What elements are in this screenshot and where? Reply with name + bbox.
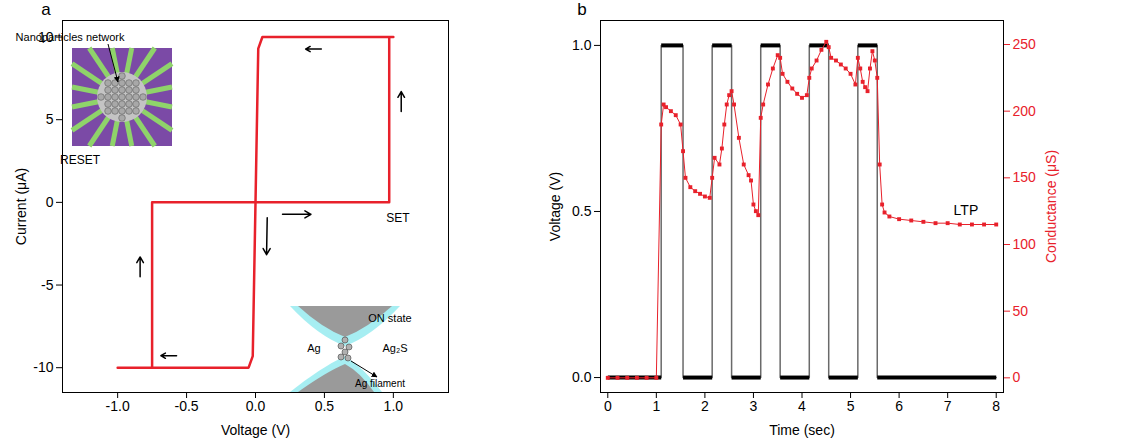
svg-text:-1.0: -1.0 [106,398,130,414]
svg-text:3: 3 [750,398,758,414]
svg-text:7: 7 [944,398,952,414]
svg-text:a: a [41,0,51,19]
svg-text:5: 5 [847,398,855,414]
svg-text:250: 250 [1013,36,1037,52]
svg-text:1.0: 1.0 [384,398,404,414]
svg-text:Conductance (μS): Conductance (μS) [1043,150,1059,263]
svg-text:Voltage (V): Voltage (V) [221,422,290,438]
svg-text:0.5: 0.5 [315,398,335,414]
svg-text:0: 0 [1013,369,1021,385]
svg-text:8: 8 [992,398,1000,414]
svg-text:0: 0 [604,398,612,414]
svg-text:ON state: ON state [368,312,411,324]
svg-text:6: 6 [895,398,903,414]
svg-text:0.0: 0.0 [572,369,592,385]
svg-text:-10: -10 [33,359,53,375]
svg-text:-5: -5 [41,277,54,293]
svg-text:Nanoparticles network: Nanoparticles network [16,31,125,43]
svg-text:Ag₂S: Ag₂S [382,342,407,354]
svg-text:100: 100 [1013,236,1037,252]
svg-text:Current (μA): Current (μA) [13,168,29,245]
svg-text:SET: SET [386,211,410,225]
svg-text:200: 200 [1013,103,1037,119]
svg-text:LTP: LTP [954,202,979,218]
svg-text:Ag: Ag [307,342,320,354]
svg-text:b: b [577,0,586,19]
svg-text:Ag filament: Ag filament [355,378,405,389]
svg-text:1: 1 [652,398,660,414]
svg-text:2: 2 [701,398,709,414]
svg-text:0: 0 [46,194,54,210]
svg-text:50: 50 [1013,303,1029,319]
svg-text:0.5: 0.5 [572,203,592,219]
svg-text:RESET: RESET [60,153,101,167]
svg-text:1.0: 1.0 [572,37,592,53]
svg-text:5: 5 [46,111,54,127]
svg-text:150: 150 [1013,169,1037,185]
svg-text:Time (sec): Time (sec) [769,422,835,438]
svg-text:0.0: 0.0 [246,398,266,414]
svg-text:4: 4 [798,398,806,414]
svg-text:Voltage (V): Voltage (V) [547,172,563,241]
svg-text:-0.5: -0.5 [175,398,199,414]
